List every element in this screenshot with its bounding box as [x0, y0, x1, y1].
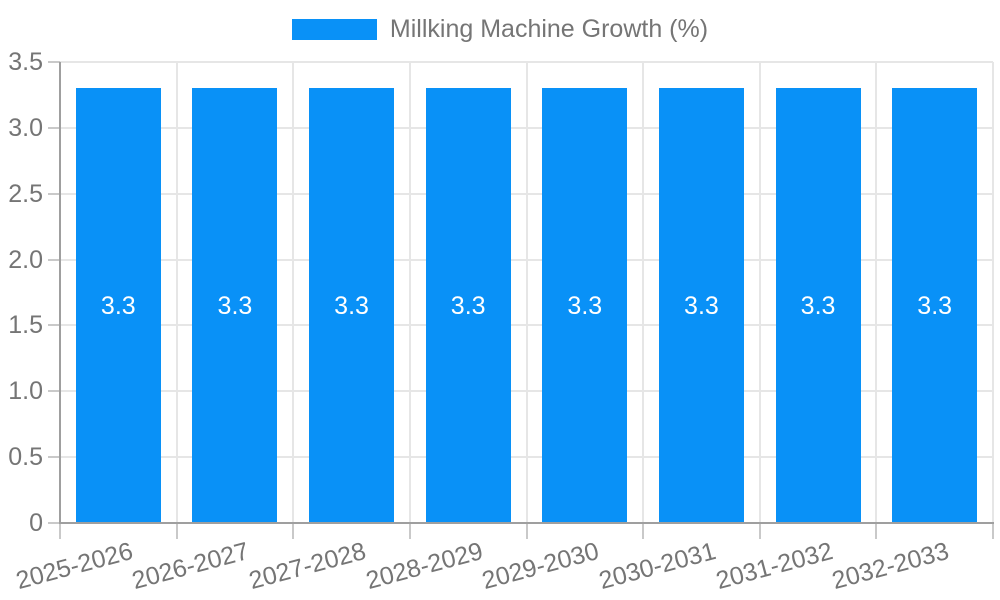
y-tick-label: 1.5: [8, 311, 43, 340]
bar: [309, 88, 395, 523]
bar: [658, 88, 744, 523]
x-tick-mark: [992, 523, 994, 539]
y-tick-label: 2.0: [8, 245, 43, 274]
legend-swatch: [291, 19, 377, 40]
y-tick-label: 0: [29, 509, 43, 537]
x-tick-label: 2027-2028: [246, 537, 369, 595]
bar: [775, 88, 861, 523]
x-tick-mark: [642, 523, 645, 539]
x-tick-mark: [758, 523, 761, 539]
x-tick-label: 2025-2026: [12, 537, 136, 595]
x-tick-mark: [175, 523, 178, 539]
bar-value-label: 3.3: [800, 291, 836, 320]
y-tick-mark: [48, 192, 60, 195]
x-tick-mark: [875, 523, 878, 539]
x-tick-mark: [525, 523, 528, 539]
x-axis-line: [59, 522, 994, 524]
y-tick-mark: [48, 522, 60, 524]
x-tick-mark: [292, 523, 295, 539]
legend-label: Millking Machine Growth (%): [389, 15, 709, 43]
gridline: [992, 62, 994, 523]
bar: [192, 88, 278, 523]
y-tick-label: 3.5: [8, 48, 43, 76]
x-tick-mark: [59, 523, 61, 539]
y-tick-mark: [48, 390, 60, 393]
bar: [542, 88, 628, 523]
bar-value-label: 3.3: [450, 291, 486, 320]
y-tick-mark: [48, 258, 60, 261]
x-tick-label: 2026-2027: [129, 537, 253, 595]
bar: [425, 88, 511, 523]
y-tick-mark: [48, 324, 60, 327]
bar-value-label: 3.3: [917, 291, 953, 320]
gridline: [408, 62, 411, 523]
bar: [75, 88, 161, 523]
y-tick-mark: [48, 61, 60, 63]
gridline: [642, 62, 645, 523]
gridline: [875, 62, 878, 523]
bar-value-label: 3.3: [567, 291, 603, 320]
gridline: [292, 62, 295, 523]
x-tick-label: 2029-2030: [479, 537, 603, 595]
bar-value-label: 3.3: [217, 291, 253, 320]
y-tick-label: 3.0: [8, 113, 43, 142]
bar-value-label: 3.3: [100, 291, 136, 320]
x-tick-label: 2032-2033: [829, 537, 952, 595]
bar-value-label: 3.3: [334, 291, 369, 320]
y-tick-label: 2.5: [8, 179, 43, 208]
y-tick-label: 0.5: [8, 443, 43, 472]
legend: Millking Machine Growth (%): [0, 15, 1000, 44]
y-tick-mark: [48, 126, 60, 129]
gridline: [758, 62, 761, 523]
gridline: [525, 62, 528, 523]
bar-value-label: 3.3: [684, 291, 719, 320]
gridline: [175, 62, 178, 523]
y-tick-mark: [48, 456, 60, 459]
bar: [892, 88, 978, 523]
y-axis-line: [59, 62, 61, 524]
x-tick-label: 2031-2032: [712, 537, 836, 595]
x-tick-label: 2028-2029: [362, 537, 486, 595]
x-tick-label: 2030-2031: [595, 537, 719, 595]
x-tick-mark: [408, 523, 411, 539]
y-tick-label: 1.0: [8, 377, 43, 406]
